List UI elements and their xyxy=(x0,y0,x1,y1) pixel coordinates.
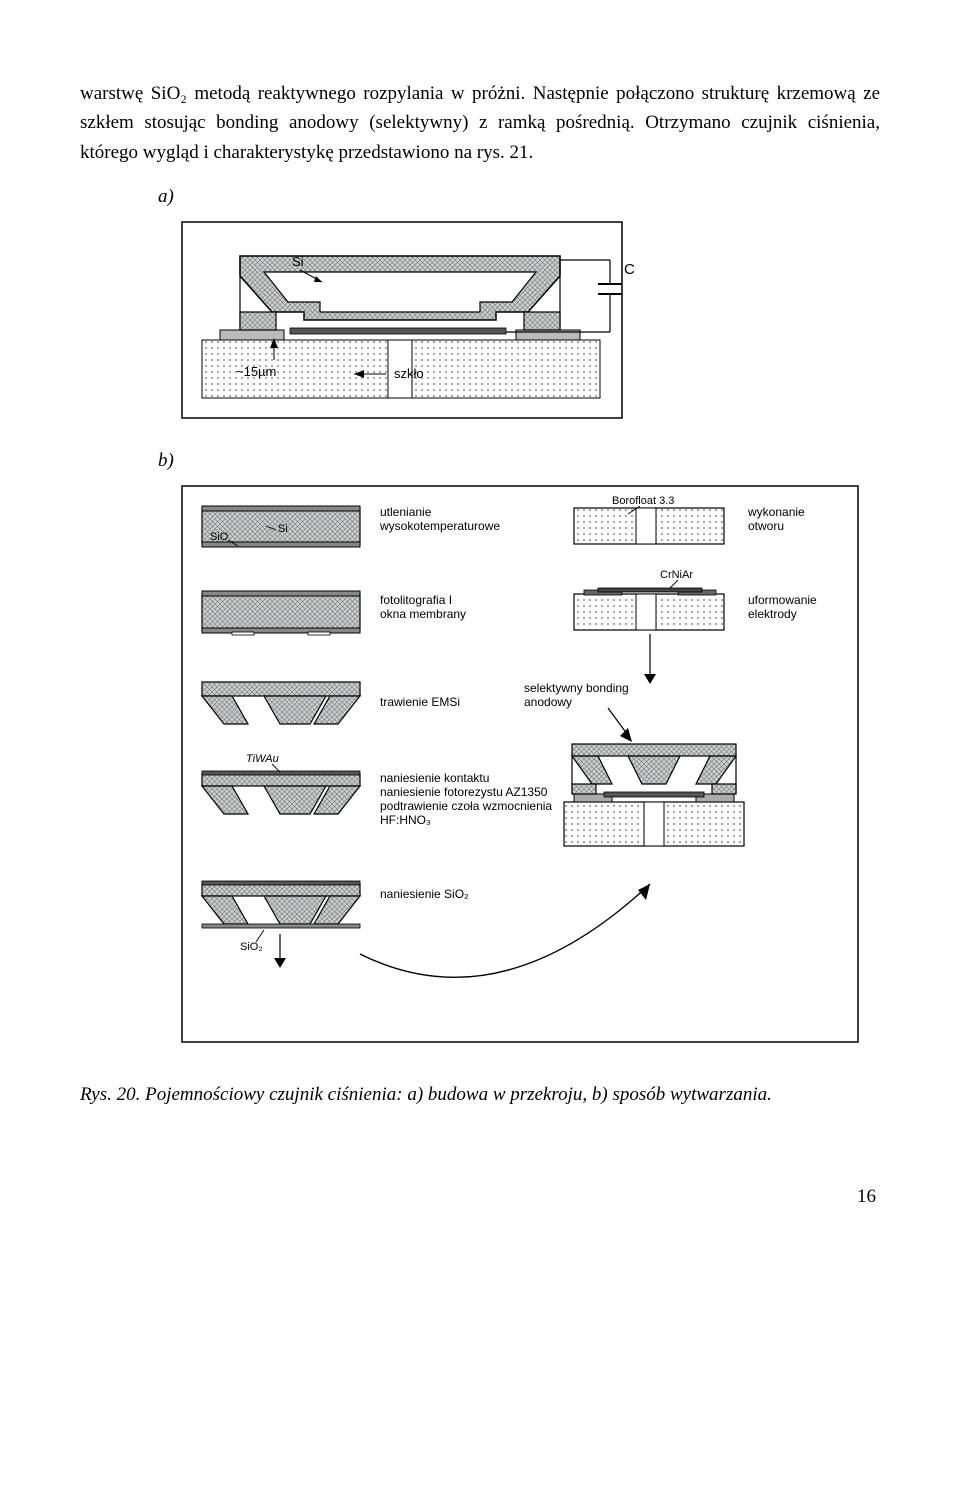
svg-text:utlenianiewysokotemperaturowe: utlenianiewysokotemperaturowe xyxy=(379,505,500,533)
svg-text:C: C xyxy=(624,261,635,278)
svg-text:selektywny bondinganodowy: selektywny bondinganodowy xyxy=(524,681,629,709)
svg-text:Borofloat 3.3: Borofloat 3.3 xyxy=(612,495,674,507)
figure-b: SiO Si utlenianiewysokotemperaturowe fot… xyxy=(180,484,880,1044)
svg-text:SiO₂: SiO₂ xyxy=(240,941,263,953)
label-b: b) xyxy=(158,450,880,472)
page-number: 16 xyxy=(80,1186,880,1208)
svg-text:fotolitografia Iokna membrany: fotolitografia Iokna membrany xyxy=(380,593,466,621)
svg-text:naniesienie kontaktunaniesieni: naniesienie kontaktunaniesienie fotorezy… xyxy=(380,771,552,827)
figure-a: Si C ~15µm szkło xyxy=(180,220,880,420)
intro-paragraph: warstwę SiO₂ metodą reaktywnego rozpylan… xyxy=(80,79,880,167)
svg-text:uformowanieelektrody: uformowanieelektrody xyxy=(748,593,817,621)
svg-text:Si: Si xyxy=(292,254,304,269)
svg-text:~15µm: ~15µm xyxy=(236,364,276,379)
svg-text:CrNiAr: CrNiAr xyxy=(660,569,693,581)
svg-text:Si: Si xyxy=(278,523,288,535)
svg-text:SiO: SiO xyxy=(210,531,229,543)
svg-text:naniesienie SiO₂: naniesienie SiO₂ xyxy=(380,887,469,901)
svg-text:trawienie EMSi: trawienie EMSi xyxy=(380,695,460,709)
label-a: a) xyxy=(158,186,880,208)
svg-text:szkło: szkło xyxy=(394,366,424,381)
svg-text:wykonanieotworu: wykonanieotworu xyxy=(747,505,805,533)
svg-text:TiWAu: TiWAu xyxy=(246,753,279,765)
figure-caption: Rys. 20. Pojemnościowy czujnik ciśnienia… xyxy=(80,1084,880,1106)
